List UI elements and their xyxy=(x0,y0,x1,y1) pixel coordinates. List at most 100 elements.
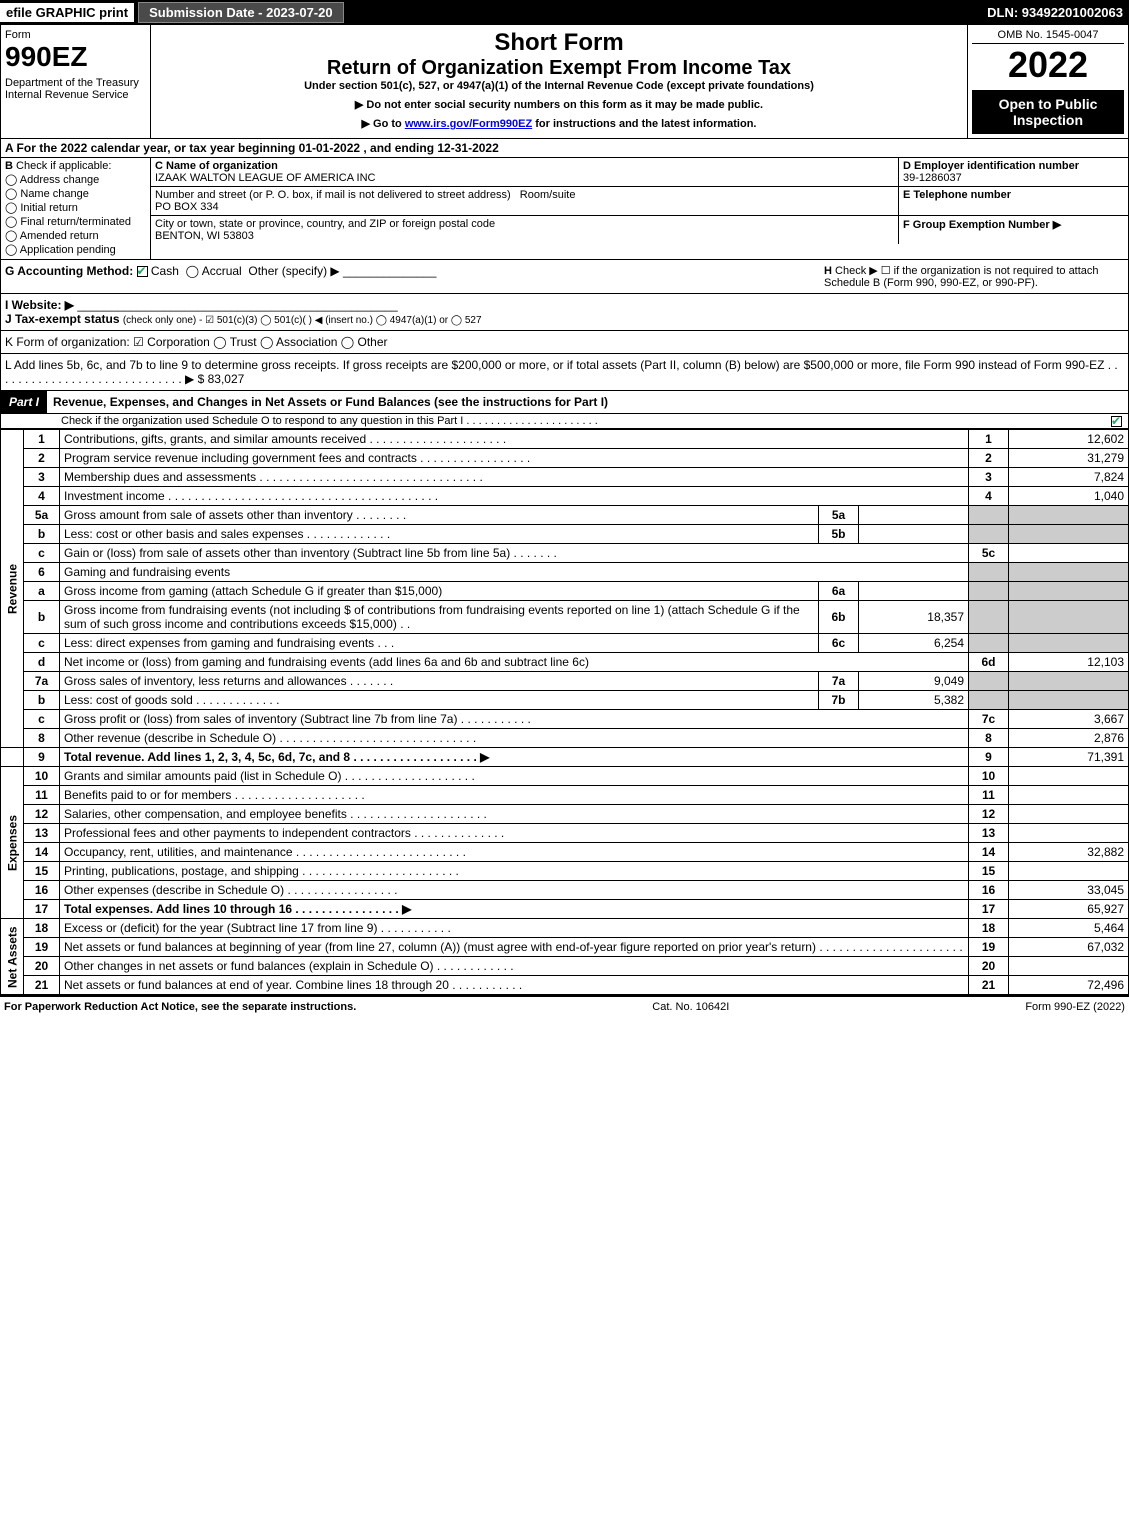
short-form-title: Short Form xyxy=(155,29,963,57)
line-4-value: 1,040 xyxy=(1009,487,1129,506)
line-5a-value xyxy=(859,506,969,525)
line-7a-value: 9,049 xyxy=(859,672,969,691)
form-footer: Form 990-EZ (2022) xyxy=(1025,1001,1125,1013)
line-10-value xyxy=(1009,767,1129,786)
cb-application-pending[interactable]: ◯ Application pending xyxy=(5,243,146,256)
instruction-1: ▶ Do not enter social security numbers o… xyxy=(155,98,963,111)
return-title: Return of Organization Exempt From Incom… xyxy=(155,57,963,80)
line-6d-value: 12,103 xyxy=(1009,653,1129,672)
line-6c-value: 6,254 xyxy=(859,634,969,653)
line-12-value xyxy=(1009,805,1129,824)
part-i-checkbox[interactable] xyxy=(1111,416,1122,427)
part-i-title: Revenue, Expenses, and Changes in Net As… xyxy=(47,395,608,409)
subtitle: Under section 501(c), 527, or 4947(a)(1)… xyxy=(155,80,963,92)
line-14-value: 32,882 xyxy=(1009,843,1129,862)
cb-accrual[interactable]: ◯ xyxy=(186,264,199,278)
line-21-value: 72,496 xyxy=(1009,976,1129,995)
line-18-value: 5,464 xyxy=(1009,919,1129,938)
org-name: IZAAK WALTON LEAGUE OF AMERICA INC xyxy=(155,172,375,184)
side-revenue: Revenue xyxy=(1,430,24,748)
l-amount: 83,027 xyxy=(208,372,245,386)
j-label: J Tax-exempt status xyxy=(5,312,120,326)
section-b: B Check if applicable: ◯ Address change … xyxy=(1,158,151,259)
c-name-label: C Name of organization xyxy=(155,160,278,172)
l-text: L Add lines 5b, 6c, and 7b to line 9 to … xyxy=(5,358,1118,386)
cb-cash[interactable] xyxy=(137,266,148,277)
part-i-header: Part I Revenue, Expenses, and Changes in… xyxy=(0,391,1129,414)
part-i-tab: Part I xyxy=(1,391,47,413)
line-5c-value xyxy=(1009,544,1129,563)
check-if-applicable: Check if applicable: xyxy=(16,160,111,172)
header-mid: Short Form Return of Organization Exempt… xyxy=(151,25,968,138)
header-left: Form 990EZ Department of the Treasury In… xyxy=(1,25,151,138)
line-2-value: 31,279 xyxy=(1009,449,1129,468)
line-17-value: 65,927 xyxy=(1009,900,1129,919)
top-bar: efile GRAPHIC print Submission Date - 20… xyxy=(0,0,1129,24)
footer: For Paperwork Reduction Act Notice, see … xyxy=(0,995,1129,1017)
section-g-h: G Accounting Method: Cash ◯ Accrual Othe… xyxy=(0,260,1129,294)
section-i-j: I Website: ▶ ___________________________… xyxy=(0,294,1129,331)
efile-label: efile GRAPHIC print xyxy=(0,3,134,22)
line-1-value: 12,602 xyxy=(1009,430,1129,449)
cb-final-return[interactable]: ◯ Final return/terminated xyxy=(5,215,146,228)
ein: 39-1286037 xyxy=(903,172,962,184)
section-a: A For the 2022 calendar year, or tax yea… xyxy=(0,139,1129,158)
department: Department of the Treasury Internal Reve… xyxy=(5,77,146,101)
city-label: City or town, state or province, country… xyxy=(155,218,495,230)
cb-initial-return[interactable]: ◯ Initial return xyxy=(5,201,146,214)
cat-number: Cat. No. 10642I xyxy=(652,1001,729,1013)
city: BENTON, WI 53803 xyxy=(155,230,254,242)
cb-address-change[interactable]: ◯ Address change xyxy=(5,173,146,186)
street: PO BOX 334 xyxy=(155,201,219,213)
tel-label: E Telephone number xyxy=(903,189,1011,201)
line-8-value: 2,876 xyxy=(1009,729,1129,748)
irs-link[interactable]: www.irs.gov/Form990EZ xyxy=(405,118,532,130)
line-13-value xyxy=(1009,824,1129,843)
cb-name-change[interactable]: ◯ Name change xyxy=(5,187,146,200)
form-label: Form xyxy=(5,29,146,41)
header-right: OMB No. 1545-0047 2022 Open to Public In… xyxy=(968,25,1128,138)
line-20-value xyxy=(1009,957,1129,976)
h-label: H xyxy=(824,265,832,277)
pra-notice: For Paperwork Reduction Act Notice, see … xyxy=(4,1001,356,1013)
form-number: 990EZ xyxy=(5,41,146,73)
section-cd: C Name of organization IZAAK WALTON LEAG… xyxy=(151,158,1128,259)
side-netassets: Net Assets xyxy=(1,919,24,995)
section-l: L Add lines 5b, 6c, and 7b to line 9 to … xyxy=(0,354,1129,391)
line-19-value: 67,032 xyxy=(1009,938,1129,957)
instr2-pre: ▶ Go to xyxy=(362,118,405,130)
line-5b-value xyxy=(859,525,969,544)
g-label: G Accounting Method: xyxy=(5,264,133,278)
form-header: Form 990EZ Department of the Treasury In… xyxy=(0,24,1129,139)
omb-number: OMB No. 1545-0047 xyxy=(972,29,1124,44)
line-15-value xyxy=(1009,862,1129,881)
line-11-value xyxy=(1009,786,1129,805)
part-i-check-text: Check if the organization used Schedule … xyxy=(1,415,598,427)
d-ein-label: D Employer identification number xyxy=(903,160,1079,172)
line-3-value: 7,824 xyxy=(1009,468,1129,487)
open-inspection: Open to Public Inspection xyxy=(972,90,1124,134)
cb-amended-return[interactable]: ◯ Amended return xyxy=(5,229,146,242)
other-specify: Other (specify) ▶ xyxy=(248,264,339,278)
part-i-check-row: Check if the organization used Schedule … xyxy=(0,414,1129,429)
line-7c-value: 3,667 xyxy=(1009,710,1129,729)
street-label: Number and street (or P. O. box, if mail… xyxy=(155,189,511,201)
lines-table: Revenue 1 Contributions, gifts, grants, … xyxy=(0,429,1129,995)
tax-year: 2022 xyxy=(972,44,1124,86)
section-k: K Form of organization: ☑ Corporation ◯ … xyxy=(0,331,1129,354)
line-9-value: 71,391 xyxy=(1009,748,1129,767)
line-7b-value: 5,382 xyxy=(859,691,969,710)
line-16-value: 33,045 xyxy=(1009,881,1129,900)
instr2-post: for instructions and the latest informat… xyxy=(532,118,756,130)
room-label: Room/suite xyxy=(520,189,576,201)
side-expenses: Expenses xyxy=(1,767,24,919)
j-text: (check only one) - ☑ 501(c)(3) ◯ 501(c)(… xyxy=(123,315,482,326)
line-6a-value xyxy=(859,582,969,601)
instruction-2: ▶ Go to www.irs.gov/Form990EZ for instru… xyxy=(155,117,963,130)
i-label: I Website: ▶ xyxy=(5,298,74,312)
line-6b-value: 18,357 xyxy=(859,601,969,634)
dln: DLN: 93492201002063 xyxy=(987,5,1129,20)
section-b-row: B Check if applicable: ◯ Address change … xyxy=(0,158,1129,260)
h-text: Check ▶ ☐ if the organization is not req… xyxy=(824,265,1099,289)
submission-date: Submission Date - 2023-07-20 xyxy=(138,2,344,23)
